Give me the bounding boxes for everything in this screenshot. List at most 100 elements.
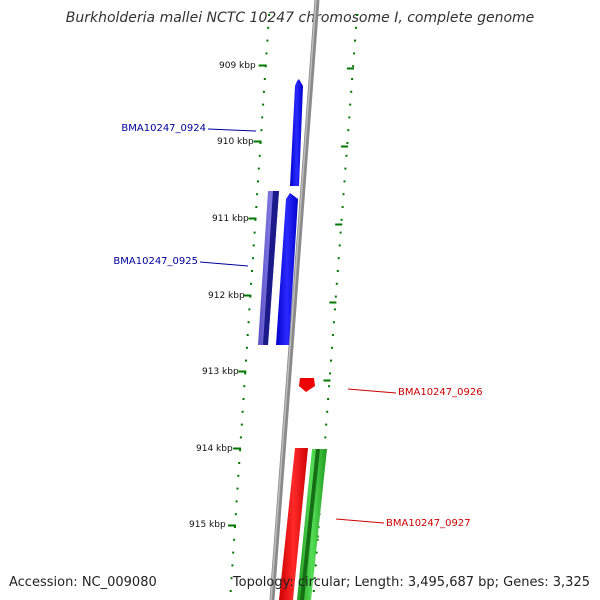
inner-ring-major-tick	[335, 223, 343, 226]
outer-ring-minor-tick	[230, 577, 233, 580]
outer-ring-minor-tick	[265, 52, 268, 55]
inner-ring-minor-tick	[355, 14, 358, 16]
inner-ring-minor-tick	[340, 218, 343, 221]
outer-ring-minor-tick	[239, 436, 242, 439]
outer-ring-minor-tick	[234, 513, 237, 516]
outer-ring-minor-tick	[245, 359, 247, 362]
inner-ring-minor-tick	[336, 270, 339, 272]
gene-BMA10247_0925[interactable]	[258, 191, 298, 345]
outer-ring-minor-tick	[233, 526, 236, 528]
inner-ring-minor-tick	[328, 385, 331, 388]
tick-label-915: 915 kbp	[189, 520, 226, 530]
genome-summary-text: Topology: circular; Length: 3,495,687 bp…	[232, 575, 590, 590]
outer-ring-minor-tick	[261, 116, 264, 119]
outer-ring-minor-tick	[251, 257, 254, 260]
outer-ring-minor-tick	[229, 590, 232, 592]
leader-0926	[347, 388, 397, 394]
gene-label-0927[interactable]: BMA10247_0927	[386, 518, 471, 529]
inner-ring-minor-tick	[324, 436, 327, 439]
gene-arrow-0927[interactable]	[279, 448, 308, 600]
outer-ring-minor-tick	[253, 231, 256, 234]
leader-0924	[207, 128, 257, 132]
outer-ring-minor-tick	[247, 321, 250, 324]
outer-ring-minor-tick	[238, 462, 241, 464]
inner-ring-minor-tick	[327, 398, 330, 400]
gene-BMA10247_0927[interactable]	[279, 448, 327, 600]
gene-label-0926[interactable]: BMA10247_0926	[398, 387, 483, 398]
inner-ring-minor-tick	[315, 551, 318, 554]
inner-ring-minor-tick	[351, 78, 354, 80]
inner-ring-minor-tick	[339, 231, 342, 234]
outer-ring-major-tick	[228, 524, 236, 527]
map-title: Burkholderia mallei NCTC 10247 chromosom…	[65, 10, 535, 26]
outer-ring-minor-tick	[258, 154, 261, 157]
tick-label-911: 911 kbp	[212, 214, 249, 224]
outer-ring-minor-tick	[254, 218, 257, 221]
gene-BMA10247_0924[interactable]	[290, 79, 303, 186]
inner-ring-minor-tick	[331, 346, 333, 349]
inner-ring-minor-tick	[316, 538, 319, 541]
accession-text: Accession: NC_009080	[9, 575, 157, 590]
outer-ring-major-tick	[253, 140, 262, 143]
outer-ring-minor-tick	[249, 295, 252, 298]
outer-ring-minor-tick	[268, 14, 271, 16]
outer-ring-minor-tick	[243, 385, 246, 388]
inner-ring-minor-tick	[313, 577, 316, 580]
outer-ring-minor-tick	[239, 449, 242, 452]
gene-arrow-0925[interactable]	[276, 193, 298, 345]
kbp-tick-labels: 909 kbp 910 kbp 911 kbp 912 kbp 913 kbp …	[189, 61, 256, 530]
gene-label-0925[interactable]: BMA10247_0925	[113, 256, 198, 267]
tick-label-910: 910 kbp	[217, 137, 254, 147]
inner-ring-minor-tick	[343, 180, 346, 183]
outer-ring-minor-tick	[263, 78, 266, 80]
inner-ring-minor-tick	[326, 410, 329, 413]
inner-ring-minor-tick	[314, 564, 317, 567]
outer-ring-major-tick	[243, 294, 252, 297]
outer-ring-minor-tick	[246, 334, 249, 336]
feature-bar-0925-dark	[263, 191, 279, 345]
inner-ring-minor-tick	[345, 154, 348, 157]
outer-ring-minor-tick	[241, 410, 244, 413]
outer-ring-minor-tick	[260, 129, 263, 132]
outer-ring-minor-tick	[231, 564, 234, 567]
outer-ring-major-tick	[248, 217, 257, 220]
gene-arrow-0924[interactable]	[290, 79, 303, 186]
inner-ring-minor-tick	[312, 590, 315, 592]
inner-ring-minor-tick	[348, 116, 351, 119]
inner-ring-minor-tick	[352, 65, 355, 68]
inner-ring-minor-tick	[334, 295, 337, 298]
inner-ring-minor-tick	[350, 90, 353, 93]
gene-arrow-0926[interactable]	[299, 378, 315, 392]
leader-0927	[335, 518, 385, 524]
outer-ring-minor-tick	[251, 270, 253, 272]
inner-ring-minor-tick	[337, 257, 340, 260]
inner-ring-minor-tick	[325, 423, 328, 426]
outer-ring-minor-tick	[232, 551, 235, 554]
inner-ring-minor-tick	[344, 167, 347, 170]
outer-ring-minor-tick	[259, 142, 262, 144]
outer-ring-minor-tick	[236, 487, 239, 490]
outer-ring-minor-tick	[233, 538, 236, 541]
outer-ring-minor-tick	[244, 372, 247, 375]
outer-ring-minor-tick	[262, 103, 265, 106]
inner-ring-minor-tick	[331, 334, 334, 336]
inner-ring-major-tick	[323, 379, 331, 382]
outer-ring-minor-tick	[257, 180, 259, 183]
inner-ring-minor-tick	[330, 359, 332, 362]
outer-tick-ring	[228, 14, 271, 592]
tick-label-914: 914 kbp	[196, 444, 233, 454]
outer-ring-minor-tick	[235, 500, 238, 503]
inner-ring-minor-tick	[335, 282, 338, 285]
inner-ring-minor-tick	[349, 103, 352, 106]
inner-ring-minor-tick	[346, 142, 349, 144]
genome-backbone-highlight	[270, 0, 317, 600]
feature-bar-0927-dark	[300, 449, 320, 600]
outer-ring-minor-tick	[245, 346, 248, 349]
inner-ring-minor-tick	[332, 321, 335, 324]
gene-label-0924[interactable]: BMA10247_0924	[121, 123, 206, 134]
inner-ring-minor-tick	[354, 39, 356, 42]
gene-BMA10247_0926[interactable]	[299, 378, 315, 392]
outer-ring-minor-tick	[242, 398, 245, 400]
inner-ring-minor-tick	[347, 129, 350, 132]
